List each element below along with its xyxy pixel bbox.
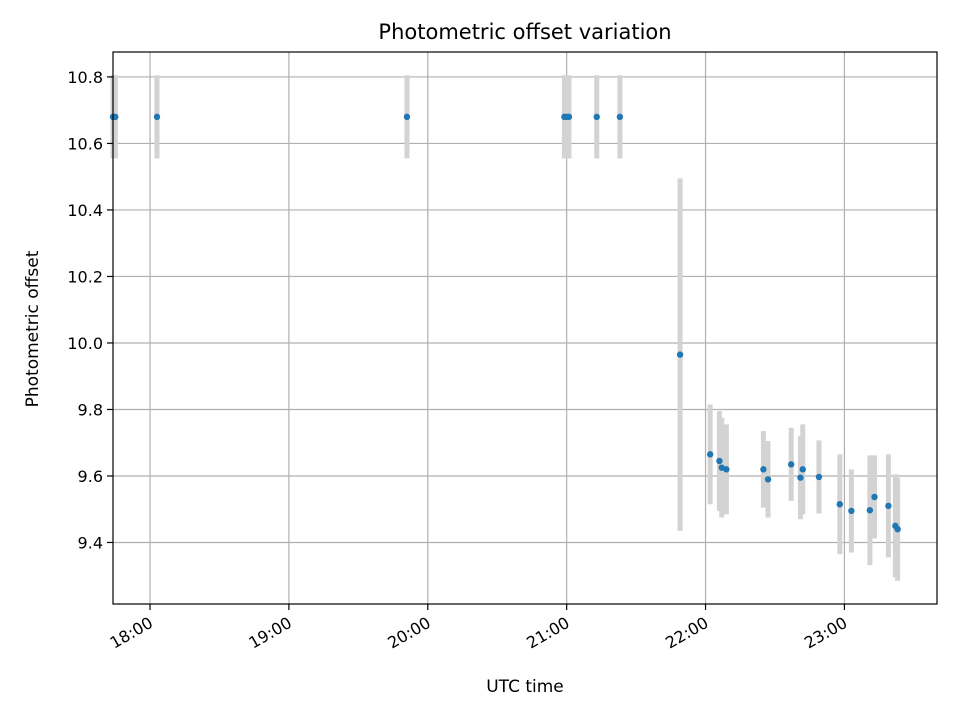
data-point bbox=[866, 507, 874, 514]
data-point bbox=[565, 113, 573, 121]
data-point bbox=[153, 113, 161, 121]
grid-layer bbox=[113, 52, 937, 604]
y-tick-label: 9.8 bbox=[78, 400, 103, 419]
y-tick-label: 10.0 bbox=[67, 334, 103, 353]
x-tick-label: 20:00 bbox=[384, 613, 433, 653]
y-tick-label: 10.2 bbox=[67, 267, 103, 286]
data-point bbox=[894, 525, 901, 533]
point-layer bbox=[109, 113, 901, 533]
chart-title: Photometric offset variation bbox=[378, 20, 671, 44]
data-point bbox=[848, 507, 855, 515]
y-axis-label: Photometric offset bbox=[23, 250, 43, 407]
data-point bbox=[616, 113, 624, 121]
data-point bbox=[799, 466, 806, 473]
x-tick-layer: 18:00 19:00 20:00 21:00 22:00 23:00 bbox=[107, 604, 850, 653]
data-point bbox=[403, 113, 411, 121]
data-point bbox=[764, 476, 772, 483]
plot-frame bbox=[112, 51, 938, 605]
data-point bbox=[871, 493, 878, 501]
x-tick-label: 18:00 bbox=[107, 613, 156, 653]
y-tick-label: 10.6 bbox=[67, 134, 103, 153]
data-point bbox=[112, 113, 119, 121]
y-tick-label: 10.4 bbox=[67, 201, 103, 220]
data-point bbox=[836, 501, 843, 508]
y-tick-label: 9.4 bbox=[78, 533, 103, 552]
data-point bbox=[885, 502, 892, 510]
y-tick-label: 10.8 bbox=[67, 68, 103, 87]
data-point bbox=[676, 351, 684, 358]
x-tick-label: 23:00 bbox=[801, 613, 850, 653]
data-point bbox=[593, 113, 600, 121]
x-tick-label: 19:00 bbox=[245, 613, 294, 653]
x-tick-label: 22:00 bbox=[662, 613, 711, 653]
data-point bbox=[760, 466, 767, 473]
x-axis-label: UTC time bbox=[486, 677, 564, 697]
y-tick-layer: 9.4 9.6 9.8 10.0 10.2 10.4 10.6 10.8 bbox=[67, 68, 113, 552]
data-point bbox=[723, 466, 730, 473]
data-point bbox=[706, 451, 714, 458]
error-bar-layer bbox=[110, 75, 901, 581]
y-tick-label: 9.6 bbox=[78, 467, 103, 486]
data-point bbox=[797, 474, 804, 481]
data-point bbox=[787, 461, 795, 468]
x-tick-label: 21:00 bbox=[523, 613, 572, 653]
data-point bbox=[716, 457, 723, 465]
data-point bbox=[815, 473, 823, 481]
